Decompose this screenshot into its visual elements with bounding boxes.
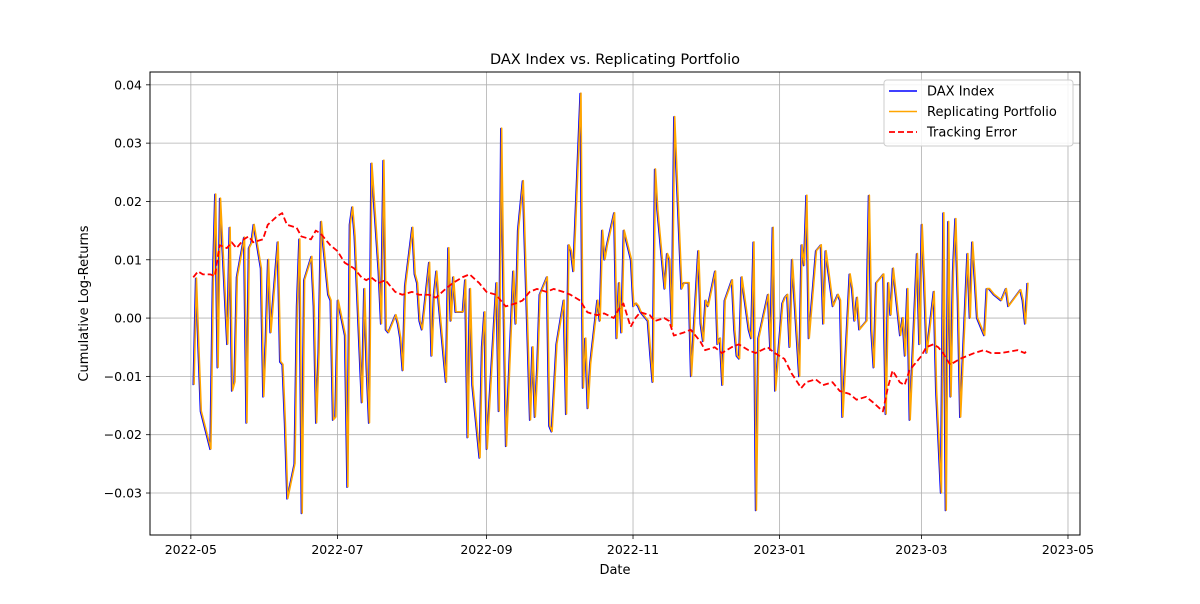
legend-label: Replicating Portfolio [927, 105, 1057, 120]
x-tick-label: 2022-07 [311, 542, 363, 557]
x-tick-label: 2023-01 [753, 542, 805, 557]
series-line-replicating-portfolio [193, 92, 1029, 514]
y-tick-label: −0.02 [104, 427, 142, 442]
y-tick-label: 0.01 [114, 252, 142, 267]
y-tick-label: 0.03 [114, 136, 142, 151]
series-line-tracking-error [192, 212, 1028, 413]
x-tick-label: 2023-03 [895, 542, 947, 557]
x-tick-label: 2023-05 [1042, 542, 1094, 557]
y-tick-label: −0.01 [104, 369, 142, 384]
axes-frame [149, 71, 1081, 536]
y-axis-label: Cumulative Log-Returns [77, 225, 92, 381]
y-axis: −0.03 −0.02 −0.01 0.00 0.01 0.02 0.03 0.04 [104, 77, 150, 501]
y-tick-label: 0.02 [114, 194, 142, 209]
legend-label: Tracking Error [926, 126, 1018, 141]
x-tick-label: 2022-05 [165, 542, 217, 557]
chart-title: DAX Index vs. Replicating Portfolio [490, 52, 740, 68]
plot-area [192, 92, 1029, 515]
x-tick-label: 2022-11 [607, 542, 659, 557]
legend-label: DAX Index [927, 85, 995, 100]
legend: DAX Index Replicating Portfolio Tracking E… [883, 79, 1074, 147]
x-axis: 2022-05 2022-07 2022-09 2022-11 2023-01 2023-… [165, 535, 1094, 557]
y-tick-label: 0.00 [114, 311, 142, 326]
y-tick-label: 0.04 [114, 77, 142, 92]
x-axis-label: Date [599, 563, 630, 578]
x-tick-label: 2022-09 [460, 542, 512, 557]
y-tick-label: −0.03 [104, 486, 142, 501]
series-lines [192, 92, 1029, 515]
legend-box [883, 79, 1074, 147]
